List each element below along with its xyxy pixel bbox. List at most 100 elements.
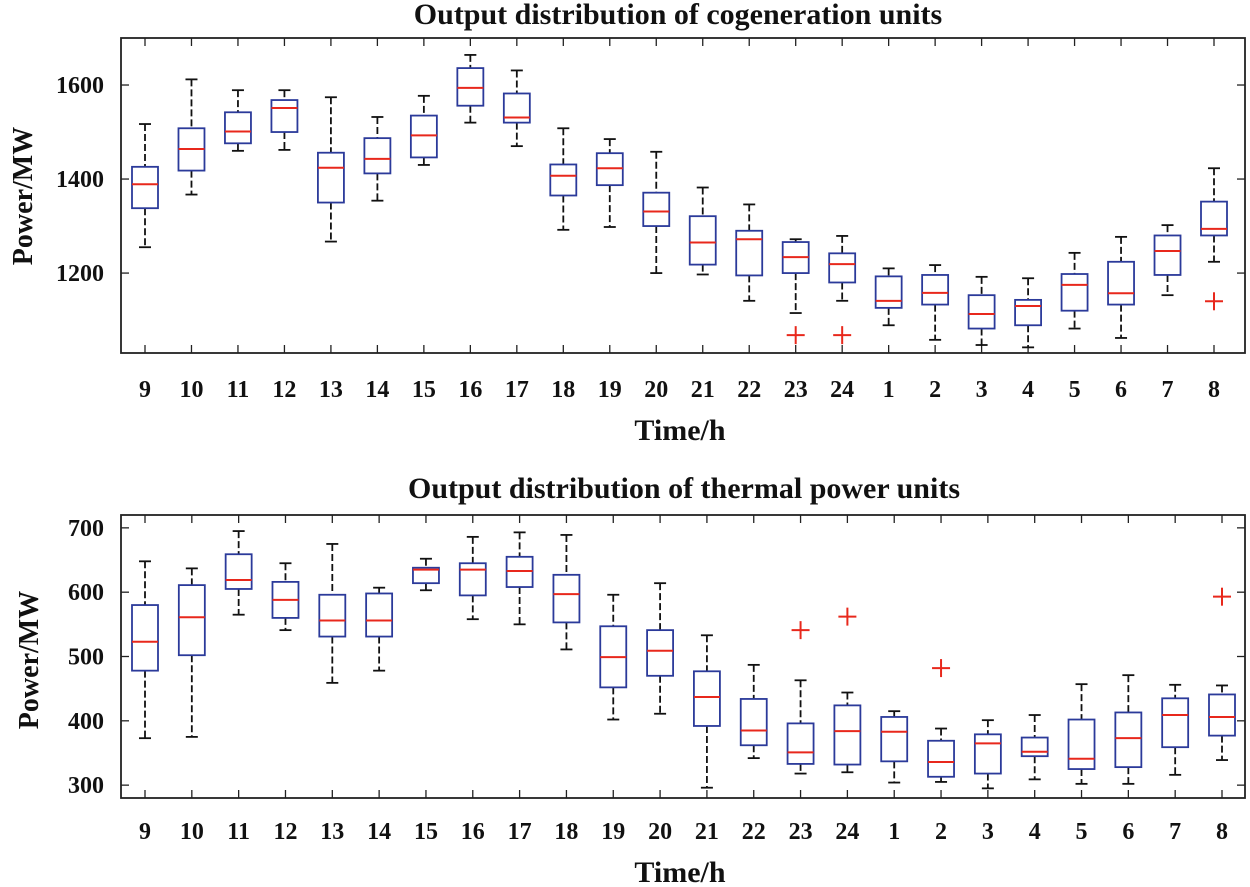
iqr-box: [786, 722, 815, 765]
y-axis-label: Power/MW: [14, 591, 45, 729]
iqr-box: [1014, 298, 1042, 327]
iqr-box: [412, 566, 440, 585]
x-tick-label: 1: [888, 819, 900, 845]
box-3: [973, 719, 1002, 790]
y-axis-ticks: 300 400 500 600 700: [68, 516, 1245, 799]
iqr-box: [833, 704, 862, 766]
x-tick-label: 12: [272, 377, 296, 403]
box-4: [1014, 277, 1042, 349]
thermal-power-chart: Output distribution of thermal power uni…: [14, 472, 1246, 887]
iqr-box: [270, 99, 299, 133]
box-12: [270, 89, 299, 151]
x-tick-label: 15: [414, 819, 438, 845]
x-tick-label: 24: [830, 377, 854, 403]
x-tick-label: 6: [1115, 377, 1127, 403]
box-21: [693, 634, 721, 789]
x-tick-label: 19: [601, 819, 625, 845]
x-tick-label: 12: [273, 819, 297, 845]
x-tick-label: 15: [412, 377, 436, 403]
box-6: [1114, 674, 1143, 785]
x-tick-label: 19: [598, 377, 622, 403]
x-tick-label: 4: [1029, 819, 1041, 845]
iqr-box: [224, 111, 252, 145]
iqr-box: [739, 698, 768, 747]
x-tick-label: 16: [461, 819, 485, 845]
x-tick-label: 16: [458, 377, 482, 403]
x-tick-label: 3: [982, 819, 994, 845]
iqr-box: [1067, 718, 1096, 770]
x-tick-label: 21: [691, 377, 715, 403]
cogeneration-chart: Output distribution of cogeneration unit…: [8, 0, 1246, 447]
box-5: [1067, 683, 1096, 785]
outlier-marker: [1205, 292, 1223, 311]
box-11: [224, 89, 252, 152]
iqr-box: [458, 562, 487, 597]
iqr-box: [693, 670, 721, 727]
x-axis-label: Time/h: [634, 414, 725, 447]
box-6: [1107, 235, 1135, 339]
x-tick-label: 2: [935, 819, 947, 845]
iqr-box: [688, 215, 717, 266]
iqr-box: [921, 274, 950, 306]
x-tick-label: 8: [1208, 377, 1220, 403]
iqr-box: [549, 163, 578, 197]
chart-title: Output distribution of cogeneration unit…: [414, 0, 942, 31]
box-1: [874, 267, 903, 327]
x-tick-label: 11: [227, 377, 250, 403]
iqr-box: [967, 294, 996, 330]
box-8: [1208, 587, 1236, 761]
y-tick-label: 500: [68, 645, 104, 671]
x-tick-label: 2: [929, 377, 941, 403]
x-tick-label: 14: [365, 377, 389, 403]
y-tick-label: 1600: [56, 73, 104, 99]
x-tick-label: 18: [554, 819, 578, 845]
boxes: [131, 530, 1236, 790]
box-2: [927, 659, 955, 783]
iqr-box: [880, 716, 909, 763]
iqr-box: [1153, 234, 1182, 276]
box-22: [739, 663, 768, 760]
plot-frame: [120, 514, 1246, 799]
iqr-box: [973, 733, 1002, 775]
box-11: [224, 530, 253, 616]
x-tick-label: 13: [319, 377, 343, 403]
box-18: [552, 534, 581, 651]
iqr-box: [1200, 200, 1228, 237]
iqr-box: [735, 229, 764, 277]
x-tick-label: 8: [1216, 819, 1228, 845]
box-16: [456, 54, 485, 124]
x-axis-ticks: 9 10 11 12 13 14 15 16 17 18 19 20 21 22 23 24 1 2 3 4 5 6 7 8: [139, 38, 1220, 403]
y-tick-label: 400: [68, 709, 104, 735]
box-20: [646, 582, 674, 715]
box-19: [595, 138, 624, 228]
x-tick-label: 13: [320, 819, 344, 845]
iqr-box: [642, 191, 671, 227]
iqr-box: [646, 629, 674, 677]
x-tick-label: 10: [179, 377, 203, 403]
box-7: [1161, 683, 1190, 776]
iqr-box: [1114, 711, 1143, 769]
iqr-box: [318, 593, 347, 638]
outlier-marker: [838, 607, 857, 626]
chart-title: Output distribution of thermal power uni…: [408, 472, 960, 505]
x-tick-label: 3: [976, 377, 988, 403]
y-tick-label: 1400: [56, 167, 104, 193]
x-tick-label: 5: [1069, 377, 1081, 403]
x-tick-label: 23: [784, 377, 808, 403]
box-14: [363, 116, 392, 202]
box-20: [642, 150, 671, 274]
iqr-box: [1020, 736, 1049, 758]
iqr-box: [874, 275, 903, 309]
box-14: [365, 586, 394, 672]
x-tick-label: 22: [737, 377, 761, 403]
x-tick-label: 24: [835, 819, 859, 845]
box-7: [1153, 224, 1182, 297]
x-tick-label: 10: [180, 819, 204, 845]
box-24: [833, 607, 862, 774]
iqr-box: [1161, 697, 1190, 749]
y-tick-label: 600: [68, 580, 104, 606]
x-tick-label: 22: [742, 819, 766, 845]
x-tick-label: 21: [695, 819, 719, 845]
box-15: [409, 94, 438, 166]
